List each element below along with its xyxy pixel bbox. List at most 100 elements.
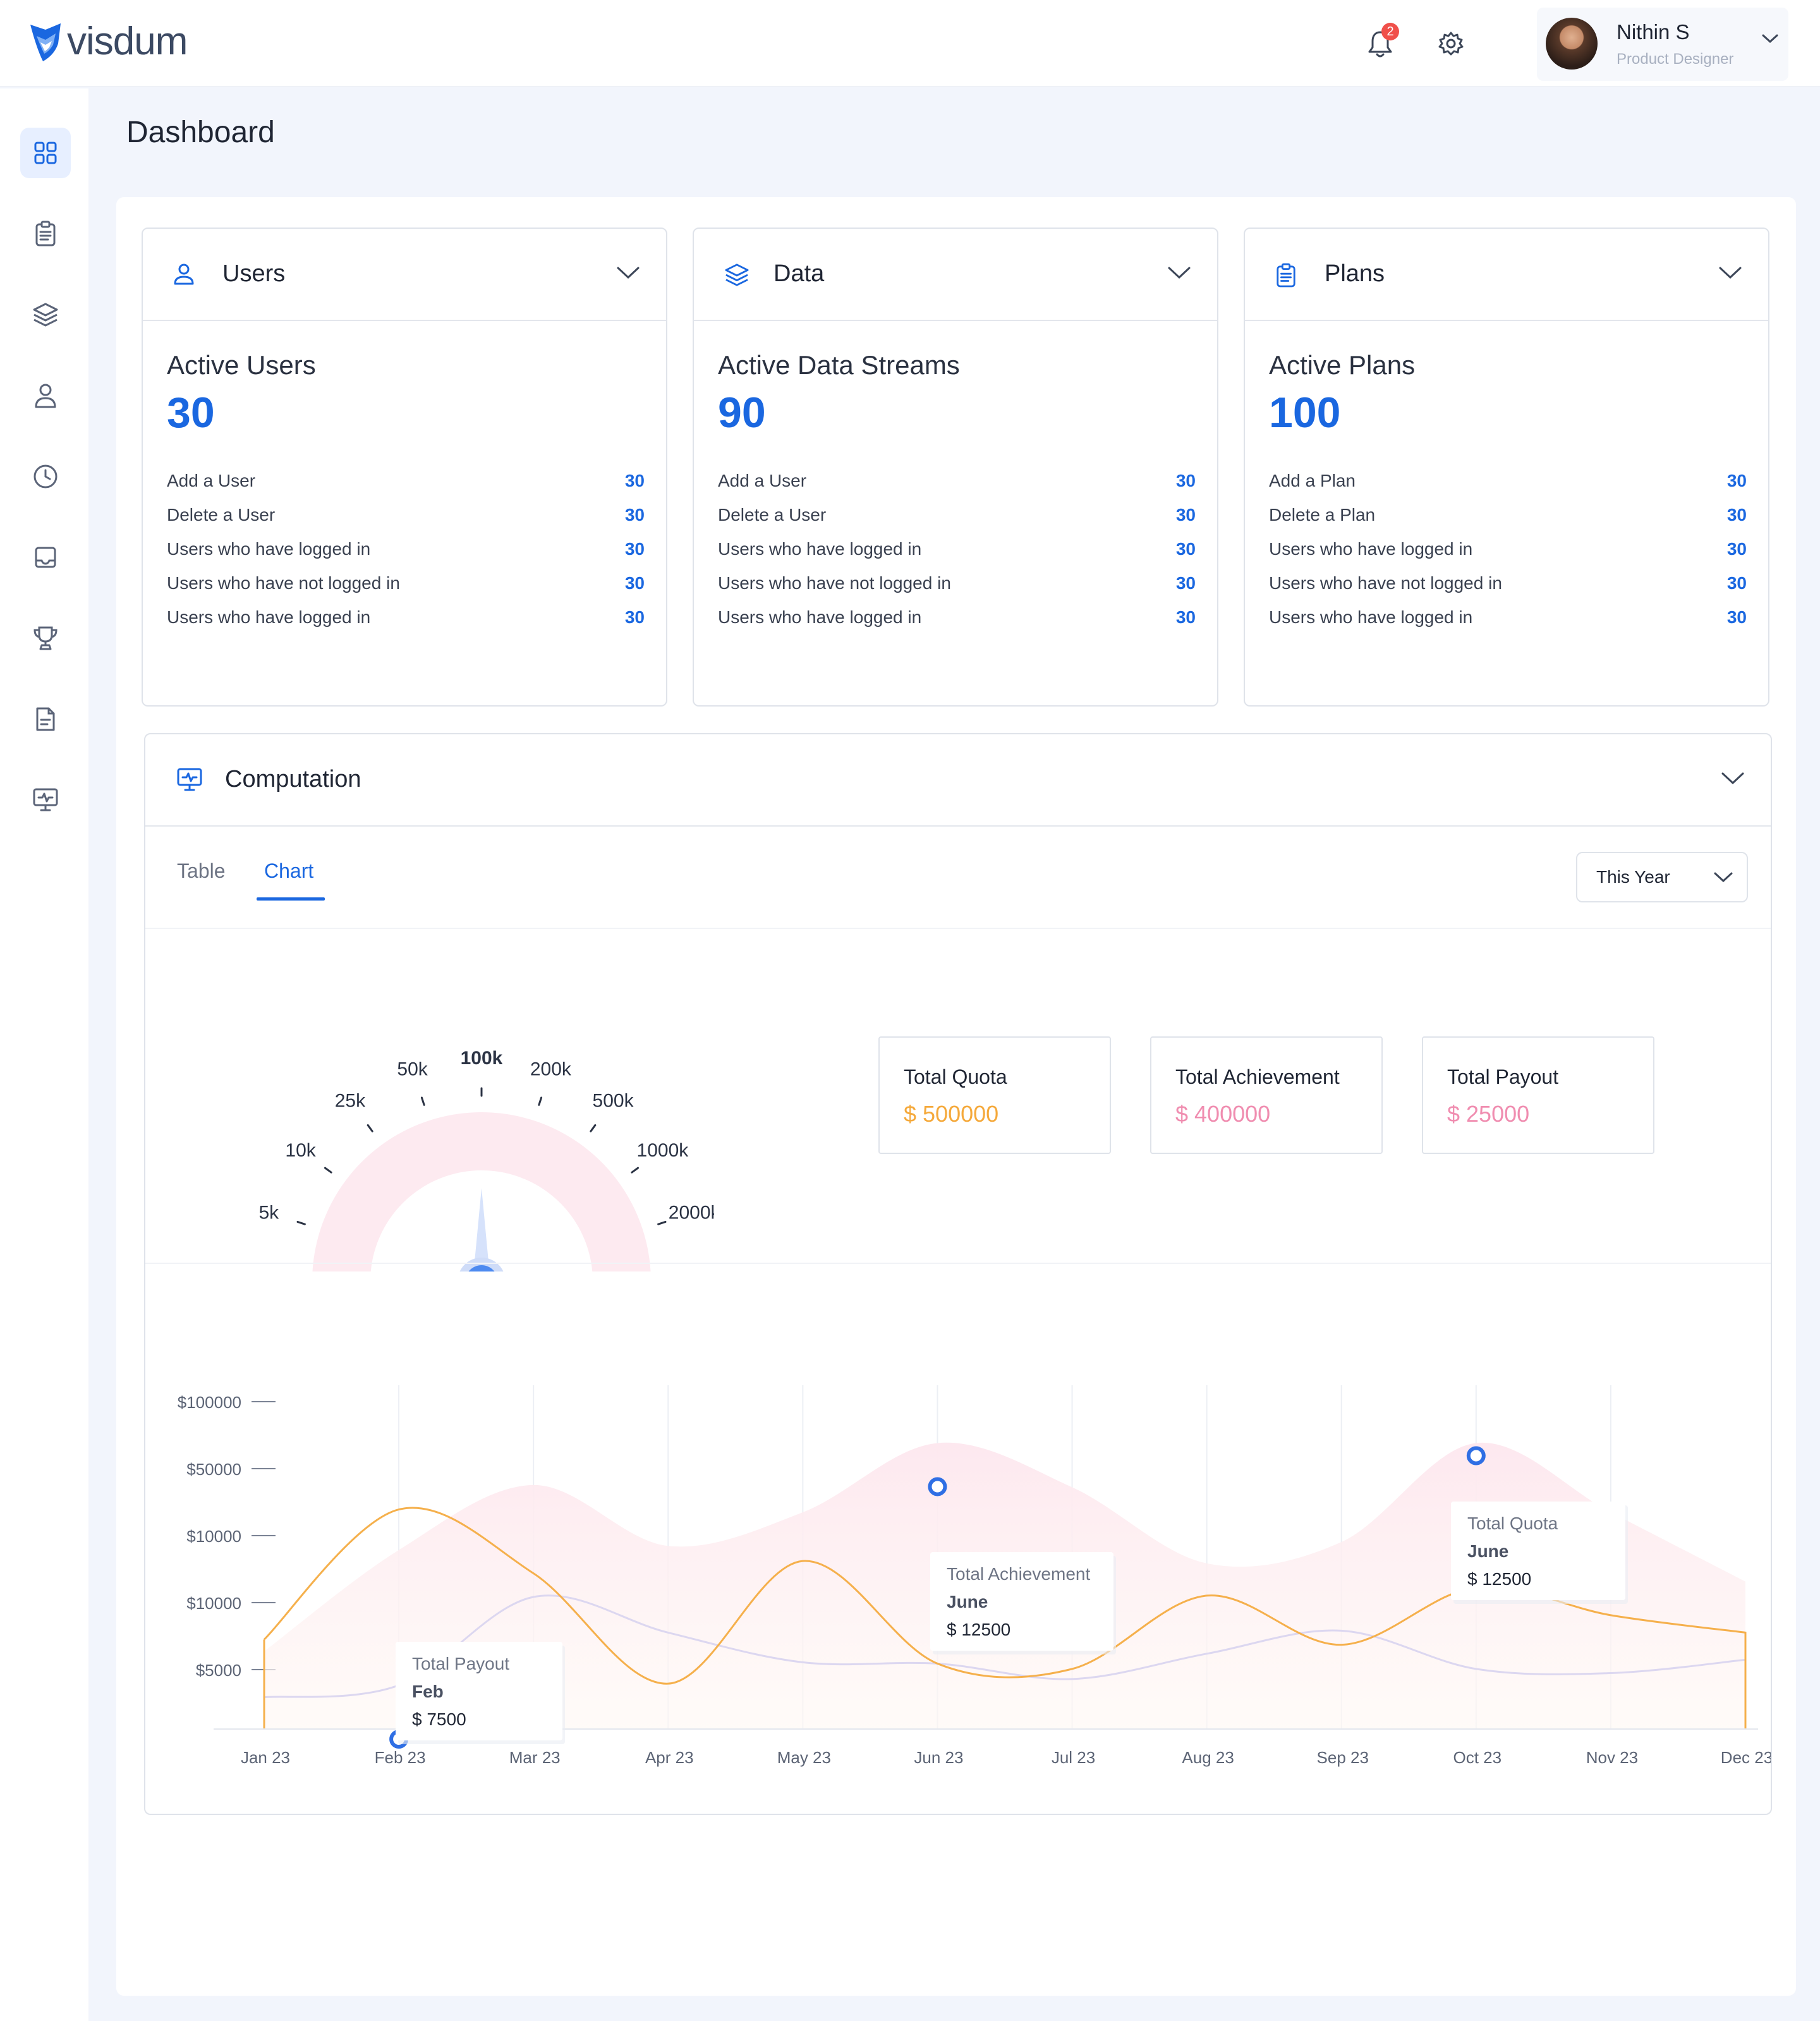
card-header[interactable]: Users bbox=[143, 229, 666, 321]
card-header[interactable]: Plans bbox=[1245, 229, 1768, 321]
gauge-tick bbox=[631, 1167, 640, 1174]
stat-value: $ 400000 bbox=[1175, 1101, 1271, 1127]
card-header[interactable]: Data bbox=[694, 229, 1217, 321]
sidebar bbox=[0, 88, 88, 2021]
dashboard-grid-icon bbox=[34, 142, 57, 164]
sidebar-item-data[interactable] bbox=[20, 289, 71, 340]
list-item: Users who have not logged in 30 bbox=[718, 573, 1196, 593]
sidebar-item-dashboard[interactable] bbox=[20, 128, 71, 178]
stat-value: $ 25000 bbox=[1447, 1101, 1530, 1127]
gauge-tick-label: 10k bbox=[285, 1140, 316, 1161]
tab-table[interactable]: Table bbox=[177, 859, 226, 882]
notifications-button[interactable]: 2 bbox=[1361, 23, 1399, 63]
tooltip-month: Feb bbox=[412, 1682, 444, 1701]
sidebar-item-achievements[interactable] bbox=[20, 613, 71, 664]
clipboard-icon bbox=[1277, 263, 1295, 288]
tooltip-month: June bbox=[947, 1592, 988, 1611]
gauge-tick-label: 50k bbox=[397, 1059, 428, 1079]
card-value: 90 bbox=[718, 389, 766, 437]
active-tab-indicator bbox=[257, 897, 325, 901]
monitor-icon bbox=[177, 768, 202, 791]
tooltip-value: $ 12500 bbox=[1467, 1569, 1531, 1589]
list-item: Delete a User 30 bbox=[167, 505, 645, 525]
document-icon bbox=[36, 707, 55, 731]
list-item: Users who have logged in 30 bbox=[167, 607, 645, 627]
chevron-down-icon bbox=[1762, 34, 1778, 44]
chevron-down-icon[interactable] bbox=[1167, 265, 1192, 281]
card-value: 30 bbox=[167, 389, 215, 437]
list-item: Add a User 30 bbox=[167, 471, 645, 490]
settings-button[interactable] bbox=[1432, 25, 1470, 63]
monitor-icon bbox=[33, 788, 58, 811]
gauge-hub-ring bbox=[468, 1265, 495, 1271]
x-tick-label: Mar 23 bbox=[509, 1748, 561, 1767]
computation-header[interactable]: Computation bbox=[145, 734, 1771, 827]
tooltip-series: Total Quota bbox=[1467, 1514, 1558, 1533]
sidebar-item-computation[interactable] bbox=[20, 775, 71, 825]
tooltip-achievement: Total Achievement June $ 12500 bbox=[930, 1552, 1116, 1654]
card-rows: Add a User 30 Delete a User 30 Users who h… bbox=[718, 464, 1196, 634]
gauge-tick-label: 1000k bbox=[637, 1140, 689, 1161]
y-tick-label: $100000 bbox=[178, 1393, 241, 1412]
x-tick-label: Nov 23 bbox=[1586, 1748, 1638, 1767]
gauge-tick-label: 25k bbox=[335, 1091, 366, 1112]
x-tick-label: Dec 23 bbox=[1721, 1748, 1771, 1767]
total-payout-stat: Total Payout $ 25000 bbox=[1422, 1036, 1654, 1154]
gauge-tick bbox=[538, 1096, 543, 1106]
profile-menu[interactable]: Nithin S Product Designer bbox=[1537, 8, 1788, 81]
x-tick-label: Jun 23 bbox=[914, 1748, 963, 1767]
page-title: Dashboard bbox=[126, 116, 275, 149]
y-tick-label: $10000 bbox=[186, 1594, 241, 1613]
clipboard-icon bbox=[35, 221, 56, 246]
gauge-tick-label: 100k bbox=[461, 1048, 503, 1069]
gauge-tick bbox=[657, 1220, 667, 1225]
period-select[interactable]: This Year bbox=[1576, 852, 1748, 902]
chevron-down-icon[interactable] bbox=[1720, 771, 1745, 786]
gauge-needle bbox=[473, 1188, 490, 1271]
logo[interactable]: visdum bbox=[28, 19, 188, 64]
tooltip-series: Total Achievement bbox=[947, 1564, 1090, 1584]
avatar bbox=[1546, 18, 1598, 70]
user-icon bbox=[35, 384, 56, 408]
sidebar-item-history[interactable] bbox=[20, 451, 71, 502]
gauge-tick bbox=[324, 1167, 332, 1174]
sidebar-item-users[interactable] bbox=[20, 370, 71, 421]
user-name: Nithin S bbox=[1617, 20, 1690, 44]
sidebar-item-plans[interactable] bbox=[20, 209, 71, 259]
series-line-payout bbox=[264, 1594, 1746, 1699]
gauge-tick-label: 2000k bbox=[669, 1203, 714, 1223]
tooltip-box bbox=[1451, 1502, 1625, 1600]
oct-marker bbox=[1466, 1446, 1486, 1466]
x-tick-label: Oct 23 bbox=[1453, 1748, 1502, 1767]
gauge-tick bbox=[590, 1124, 597, 1132]
gear-icon bbox=[1438, 32, 1464, 56]
list-item: Add a User 30 bbox=[718, 471, 1196, 490]
gauge-track-band bbox=[312, 1112, 651, 1271]
card-title: Plans bbox=[1325, 260, 1385, 287]
gauge-tick-label: 500k bbox=[593, 1091, 634, 1112]
jun-marker bbox=[928, 1477, 947, 1496]
tooltip-payout: Total Payout Feb $ 7500 bbox=[396, 1642, 565, 1744]
divider bbox=[145, 1263, 1771, 1264]
x-tick-label: Jul 23 bbox=[1052, 1748, 1095, 1767]
list-item: Users who have logged in 30 bbox=[718, 539, 1196, 559]
list-item: Users who have not logged in 30 bbox=[1269, 573, 1747, 593]
tab-chart[interactable]: Chart bbox=[264, 859, 314, 882]
notification-badge: 2 bbox=[1381, 23, 1399, 40]
x-tick-label: Sep 23 bbox=[1317, 1748, 1369, 1767]
sidebar-item-inbox[interactable] bbox=[20, 532, 71, 583]
user-role: Product Designer bbox=[1617, 51, 1734, 68]
users-card: Users Active Users 30 Add a User 30 Delet… bbox=[142, 228, 667, 707]
card-value: 100 bbox=[1269, 389, 1341, 437]
tooltip-series: Total Payout bbox=[412, 1654, 509, 1673]
total-quota-stat: Total Quota $ 500000 bbox=[878, 1036, 1111, 1154]
gauge-hub-halo bbox=[459, 1258, 504, 1271]
tooltip-quota: Total Quota June $ 12500 bbox=[1451, 1502, 1628, 1604]
chevron-down-icon[interactable] bbox=[616, 265, 641, 281]
tooltip-box bbox=[930, 1552, 1113, 1651]
stat-title: Total Payout bbox=[1447, 1065, 1559, 1088]
gauge-tick bbox=[420, 1096, 425, 1106]
layers-icon bbox=[725, 264, 749, 286]
sidebar-item-reports[interactable] bbox=[20, 694, 71, 744]
chevron-down-icon[interactable] bbox=[1718, 265, 1743, 281]
